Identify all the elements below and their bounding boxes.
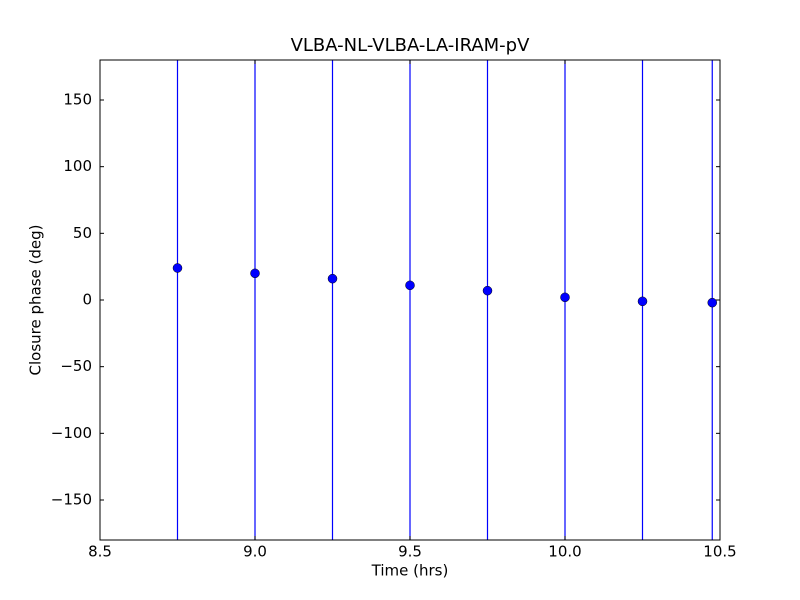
point <box>250 268 260 279</box>
y-tick-label: 50 <box>73 224 92 242</box>
x-axis-label: Time (hrs) <box>371 562 449 580</box>
point <box>482 285 493 296</box>
y-tick-label: 0 <box>82 291 92 309</box>
x-tick-label: 10.0 <box>548 543 581 561</box>
y-axis-label: Closure phase (deg) <box>27 225 45 376</box>
point <box>405 280 415 291</box>
x-tick-label: 9.5 <box>398 543 422 561</box>
point <box>327 273 338 284</box>
point <box>560 292 570 303</box>
point <box>707 297 717 308</box>
x-tick-label: 9.0 <box>243 543 267 561</box>
y-tick-label: 150 <box>63 91 92 109</box>
plot-area <box>172 60 717 540</box>
x-tick-label: 10.5 <box>703 543 736 561</box>
chart-title: VLBA-NL-VLBA-LA-IRAM-pV <box>291 35 531 56</box>
y-tick-label: −50 <box>60 357 92 375</box>
point <box>172 263 183 273</box>
point <box>637 296 648 307</box>
y-tick-label: 100 <box>63 157 92 175</box>
x-tick-label: 8.5 <box>88 543 112 561</box>
y-tick-label: −150 <box>51 491 92 509</box>
y-tick-label: −100 <box>51 424 92 442</box>
